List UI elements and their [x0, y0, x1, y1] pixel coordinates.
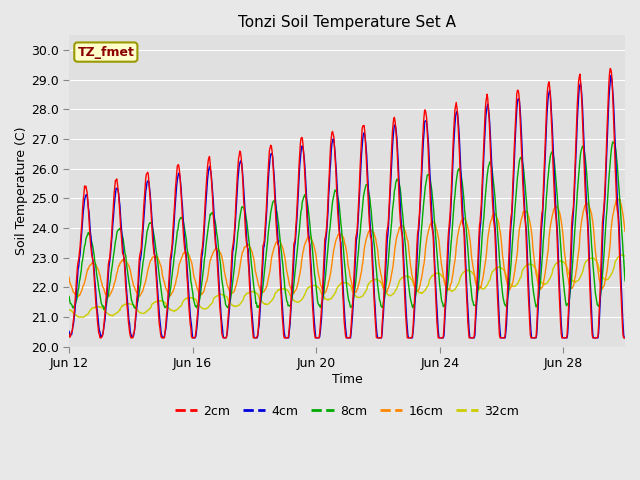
Text: TZ_fmet: TZ_fmet — [77, 46, 134, 59]
Title: Tonzi Soil Temperature Set A: Tonzi Soil Temperature Set A — [238, 15, 456, 30]
Y-axis label: Soil Temperature (C): Soil Temperature (C) — [15, 127, 28, 255]
Legend: 2cm, 4cm, 8cm, 16cm, 32cm: 2cm, 4cm, 8cm, 16cm, 32cm — [170, 400, 524, 423]
X-axis label: Time: Time — [332, 373, 362, 386]
